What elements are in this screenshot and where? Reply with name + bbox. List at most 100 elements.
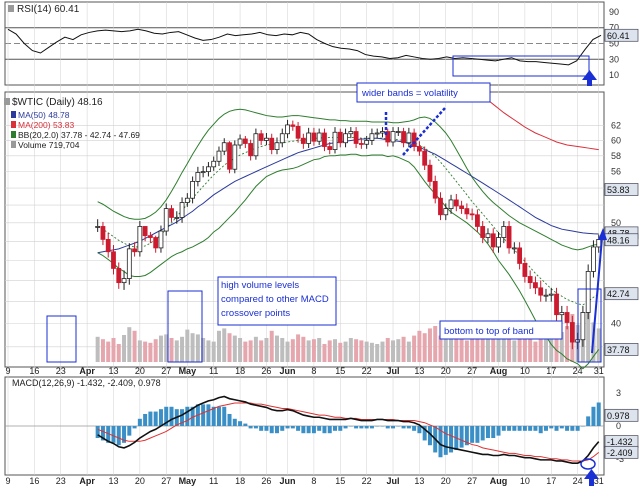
macd-histogram-bar xyxy=(238,421,243,426)
candle-body xyxy=(279,133,285,144)
macd-histogram-bar xyxy=(422,426,427,441)
candle-body xyxy=(543,294,549,297)
macd-histogram-bar xyxy=(132,426,137,429)
candle-body xyxy=(385,131,391,143)
arrow-price-rise-head-icon xyxy=(598,228,607,240)
rsi-tick-label: 70 xyxy=(609,23,619,33)
note-volume: high volume levels compared to other MAC… xyxy=(221,280,329,319)
macd-histogram-bar xyxy=(396,426,401,427)
macd-histogram-bar xyxy=(206,404,211,426)
x-tick-label: 24 xyxy=(573,476,583,486)
arrow-price-rise xyxy=(591,237,603,354)
volume-bar xyxy=(148,342,153,362)
macd-histogram-bar xyxy=(591,406,596,426)
candle-body xyxy=(432,181,438,199)
x-tick-label: 18 xyxy=(235,476,245,486)
macd-histogram-bar xyxy=(459,426,464,448)
macd-histogram-bar xyxy=(280,426,285,431)
volume-bar xyxy=(153,339,158,362)
candle-body xyxy=(332,131,338,150)
volume-bar xyxy=(596,328,601,362)
price-tick-label: 40 xyxy=(611,319,621,329)
macd-histogram-bar xyxy=(496,426,501,436)
volume-bar xyxy=(427,328,432,362)
indicator-lines xyxy=(7,28,602,464)
candle-body xyxy=(95,226,101,228)
candle-body xyxy=(137,226,143,253)
highlight-volume-may xyxy=(167,290,203,363)
volume-bar xyxy=(475,330,480,362)
candle-body xyxy=(111,251,116,269)
price-value-tag-label: 42.74 xyxy=(607,289,630,299)
macd-histogram-bar xyxy=(285,426,290,429)
x-tick-label: Jun xyxy=(280,366,296,376)
macd-histogram-bar xyxy=(443,426,448,455)
macd-histogram-bar xyxy=(427,426,432,446)
macd-histogram-bar xyxy=(227,413,232,426)
macd-histogram-bar xyxy=(333,426,338,431)
x-tick-label: 13 xyxy=(108,366,118,376)
volume-bar xyxy=(385,338,390,362)
volume-bar xyxy=(185,329,190,362)
macd-histogram-bar xyxy=(143,413,148,426)
price-tick-label: 58 xyxy=(611,151,621,161)
macd-histogram-bar xyxy=(259,426,264,431)
volume-bar xyxy=(206,340,211,362)
candle-body xyxy=(448,199,454,209)
candle-body xyxy=(475,214,480,227)
macd-histogram-bar xyxy=(449,426,454,453)
volume-bar xyxy=(169,338,174,362)
candle-body xyxy=(195,172,201,182)
volume-bar xyxy=(158,335,163,362)
candle-body xyxy=(316,132,322,142)
axis-tick-labels: 10 30 50 70 90 3 8 40 50 56 58 60 62 9 9 16 16 23 23 Apr Apr… xyxy=(5,7,624,486)
macd-histogram-bar xyxy=(580,426,585,427)
volume-bar xyxy=(464,340,469,362)
macd-histogram-bar xyxy=(438,426,443,458)
volume-bar xyxy=(359,340,364,362)
x-tick-label: 20 xyxy=(441,366,451,376)
volume-bar xyxy=(565,326,570,362)
volume-bar xyxy=(253,336,258,362)
volume-bar xyxy=(301,336,306,362)
price-value-tag-label: 48.16 xyxy=(607,235,630,245)
candle-body xyxy=(390,131,396,143)
candle-body xyxy=(380,131,385,134)
volume-bar xyxy=(485,336,490,362)
x-tick-label: 11 xyxy=(209,476,218,486)
price-panel-icon xyxy=(4,98,10,105)
candle-body xyxy=(163,208,169,232)
rsi-value-tag-label: 60.41 xyxy=(607,31,630,41)
candle-body xyxy=(443,208,449,216)
x-tick-label: 24 xyxy=(573,366,583,376)
macd-histogram-bar xyxy=(364,426,369,429)
volume-bar xyxy=(100,339,105,362)
x-tick-label: 26 xyxy=(261,366,271,376)
candle-body xyxy=(211,160,217,168)
volume-bar xyxy=(280,338,285,362)
macd-histogram-bar xyxy=(375,426,380,427)
volume-bar xyxy=(401,336,406,362)
macd-histogram-bar xyxy=(95,426,100,439)
candle-body xyxy=(369,133,375,141)
macd-histogram-bar xyxy=(111,426,116,443)
x-tick-label: 20 xyxy=(135,476,145,486)
legend-swatch-ma200 xyxy=(11,121,16,128)
candle-body xyxy=(100,226,106,240)
price-tick-label: 62 xyxy=(611,121,621,131)
volume-bar xyxy=(443,338,448,362)
candle-body xyxy=(116,268,122,284)
macd-histogram-bar xyxy=(180,409,185,426)
candle-body xyxy=(427,164,433,182)
candle-body xyxy=(148,235,153,238)
macd-histogram-bar xyxy=(559,426,564,429)
volume-bar xyxy=(269,330,274,362)
candle-body xyxy=(348,131,354,135)
candle-body xyxy=(322,132,327,147)
x-tick-label: 16 xyxy=(29,366,39,376)
x-tick-label: 16 xyxy=(29,476,39,486)
candle-body xyxy=(206,166,211,173)
candle-body xyxy=(533,282,538,289)
volume-bar xyxy=(396,339,401,362)
volume-bar xyxy=(137,340,142,362)
